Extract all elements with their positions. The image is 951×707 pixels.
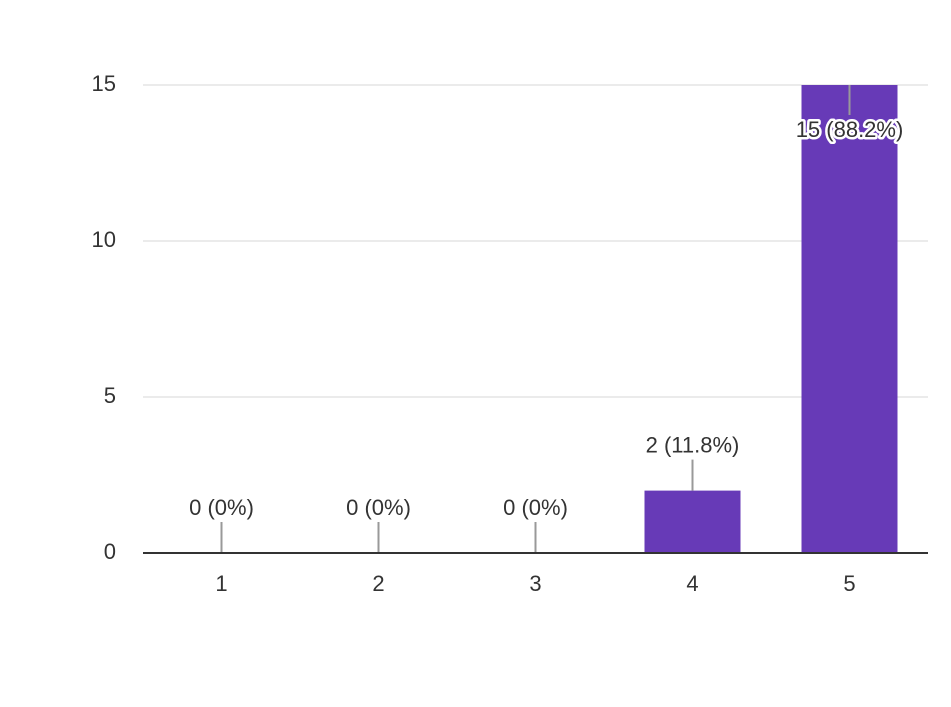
x-tick-label: 2 — [372, 571, 384, 596]
y-tick-label: 10 — [92, 227, 116, 252]
bar — [644, 490, 741, 553]
y-tick-label: 15 — [92, 71, 116, 96]
data-label: 0 (0%) — [189, 495, 254, 520]
bar — [801, 85, 898, 553]
y-tick-label: 5 — [104, 383, 116, 408]
x-tick-label: 3 — [529, 571, 541, 596]
x-tick-label: 1 — [215, 571, 227, 596]
x-tick-label: 4 — [686, 571, 698, 596]
x-tick-label: 5 — [843, 571, 855, 596]
data-label: 2 (11.8%) — [646, 432, 740, 457]
data-label: 15 (88.2%) — [796, 117, 904, 142]
y-tick-label: 0 — [104, 539, 116, 564]
data-label: 0 (0%) — [346, 495, 411, 520]
data-label: 0 (0%) — [503, 495, 568, 520]
